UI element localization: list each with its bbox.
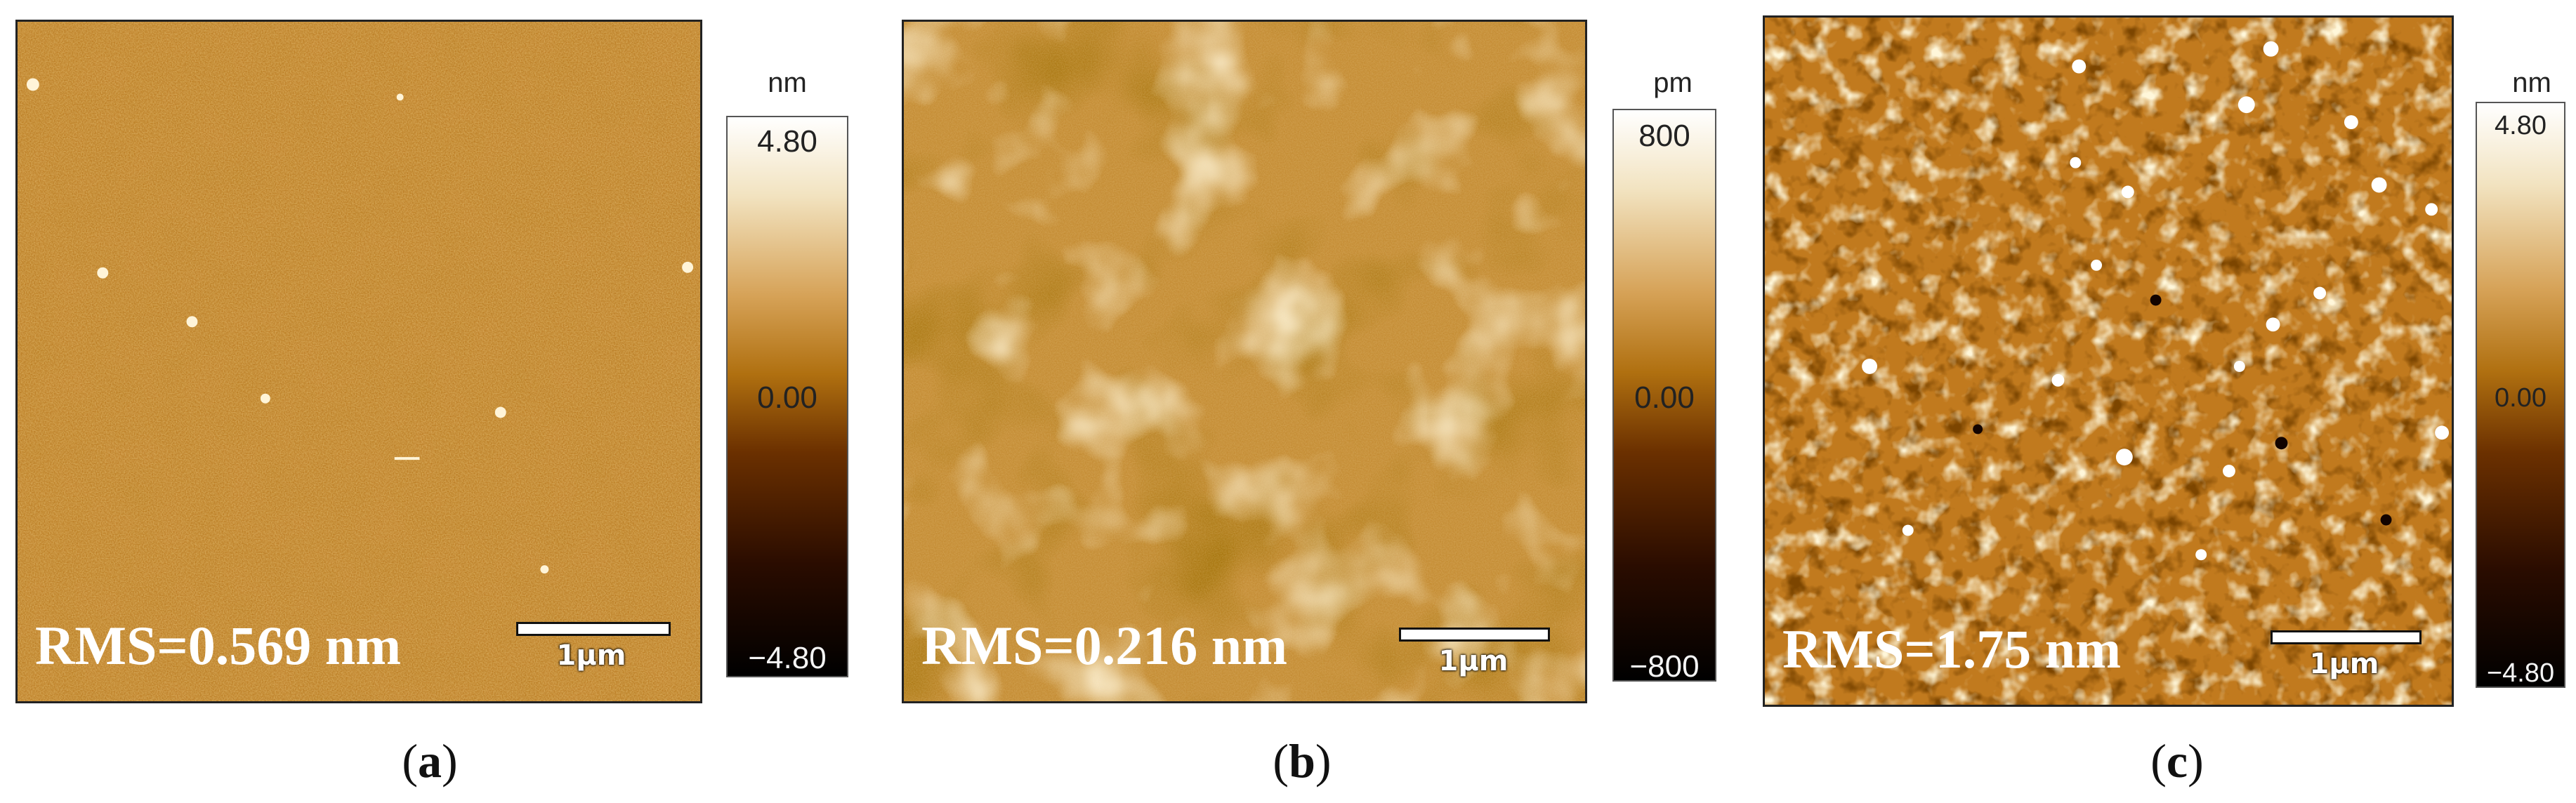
colorbar-a [726,116,848,677]
colorbar-mid-a: 0.00 [757,380,817,415]
rms-label-a: RMS=0.569 nm [35,615,402,676]
scale-bar-label-b: 1μm [1438,645,1509,677]
colorbar-max-c: 4.80 [2495,111,2547,140]
scale-bar-label-c: 1μm [2309,648,2379,680]
caption-c: (c) [2150,734,2204,788]
colorbar-min-c: −4.80 [2486,658,2555,688]
colorbar-mid-b: 0.00 [1634,380,1695,415]
caption-a: (a) [402,734,458,788]
scale-bar-label-a: 1μm [556,639,626,672]
rms-label-b: RMS=0.216 nm [921,615,1288,676]
afm-image-a: RMS=0.569 nm 1μm [15,20,702,703]
colorbar-unit-a: nm [768,67,807,98]
colorbar-max-a: 4.80 [757,124,817,159]
afm-image-b: RMS=0.216 nm 1μm [902,20,1587,703]
colorbar-unit-b: pm [1653,67,1693,98]
colorbar-max-b: 800 [1638,119,1690,153]
rms-label-c: RMS=1.75 nm [1782,618,2122,679]
scale-bar-b [1399,628,1550,642]
afm-image-c: RMS=1.75 nm 1μm [1763,15,2454,707]
colorbar-mid-c: 0.00 [2495,383,2547,413]
scale-bar-c [2271,630,2421,644]
colorbar-min-a: −4.80 [748,641,827,675]
colorbar-unit-c: nm [2512,67,2551,98]
colorbar-b [1612,109,1716,682]
scale-bar-a [516,622,671,636]
colorbar-min-b: −800 [1629,649,1700,684]
caption-b: (b) [1273,734,1332,788]
colorbar-c [2476,102,2565,688]
